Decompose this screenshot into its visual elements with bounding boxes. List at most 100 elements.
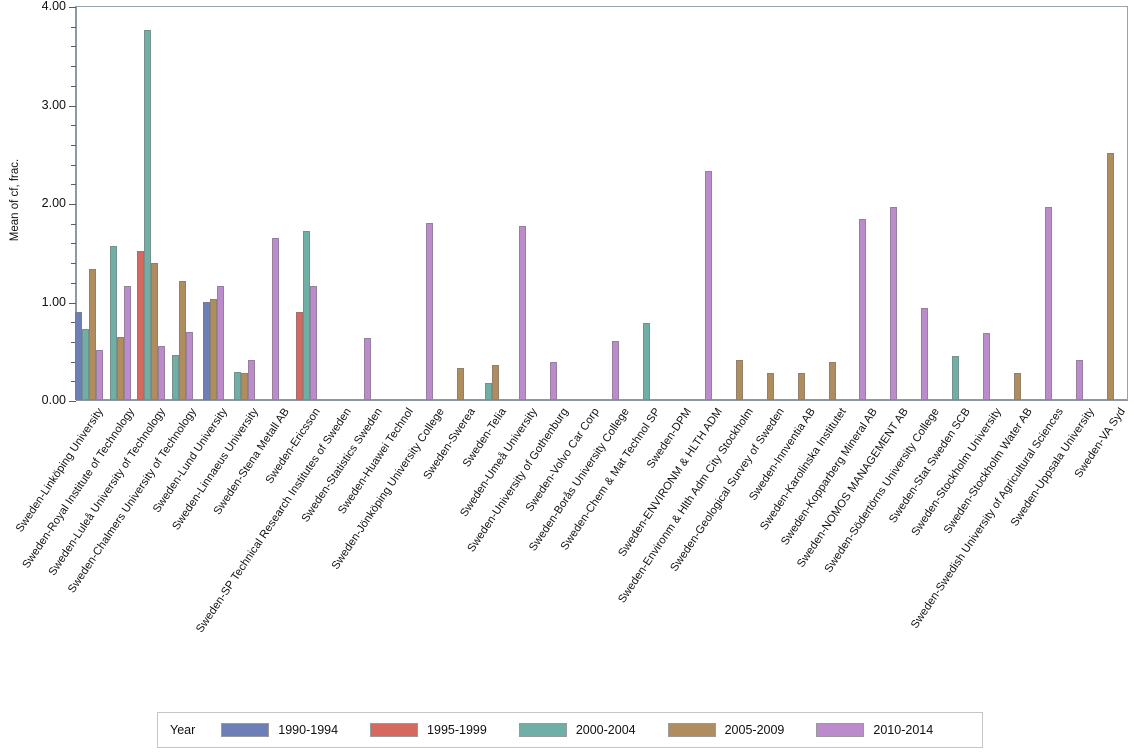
bar-group: [788, 7, 819, 400]
bar[interactable]: [178, 280, 186, 400]
legend-label: 1990-1994: [278, 723, 339, 737]
legend-swatch: [816, 723, 865, 737]
y-tick-mark: [71, 184, 76, 186]
bar[interactable]: [144, 29, 152, 400]
bar-group: [819, 7, 850, 400]
bar[interactable]: [82, 329, 90, 400]
bar[interactable]: [247, 359, 255, 400]
bar[interactable]: [704, 171, 712, 400]
bar[interactable]: [158, 345, 166, 400]
bar[interactable]: [295, 312, 303, 400]
legend-label: 2010-2014: [873, 723, 934, 737]
legend-items: 1990-1994 1995-1999 2000-2004 2005-2009 2010…: [221, 723, 965, 737]
bar[interactable]: [89, 269, 97, 400]
y-tick-mark: [71, 263, 76, 265]
bar[interactable]: [426, 222, 434, 400]
bar[interactable]: [921, 308, 929, 400]
bar[interactable]: [550, 361, 558, 400]
bar[interactable]: [611, 340, 619, 400]
bar[interactable]: [519, 225, 527, 400]
y-tick-label: 0.00: [41, 393, 66, 407]
bar[interactable]: [1014, 373, 1022, 400]
bar-group: [293, 7, 324, 400]
y-tick-mark: [71, 66, 76, 68]
bar[interactable]: [735, 359, 743, 400]
bar[interactable]: [240, 373, 248, 400]
bar[interactable]: [302, 230, 310, 400]
bar[interactable]: [151, 263, 159, 400]
bar-group: [726, 7, 757, 400]
bar[interactable]: [484, 383, 492, 400]
bar[interactable]: [642, 323, 650, 400]
y-axis-title-text: Mean of cf, frac.: [9, 158, 22, 242]
bar[interactable]: [185, 332, 193, 400]
bar-group: [973, 7, 1004, 400]
legend-item[interactable]: 1995-1999: [370, 723, 487, 737]
bar-group: [1004, 7, 1035, 400]
bar-group: [664, 7, 695, 400]
bar[interactable]: [96, 349, 104, 400]
bar[interactable]: [890, 206, 898, 400]
bar[interactable]: [1045, 206, 1053, 400]
bar-group: [633, 7, 664, 400]
bar-group: [262, 7, 293, 400]
plot-area: 0.00 1.00 2.00 3.00 4.00: [42, 0, 1128, 407]
bar-group: [942, 7, 973, 400]
bar[interactable]: [209, 298, 217, 400]
y-tick-mark: [71, 46, 76, 48]
bar[interactable]: [766, 373, 774, 400]
bar[interactable]: [859, 218, 867, 400]
bar[interactable]: [952, 355, 960, 400]
bar-group: [1066, 7, 1097, 400]
bar-group: [324, 7, 355, 400]
bar[interactable]: [797, 373, 805, 400]
y-tick-mark: [69, 7, 76, 8]
bar-group: [354, 7, 385, 400]
bar[interactable]: [983, 333, 991, 400]
bar-group: [416, 7, 447, 400]
bar[interactable]: [216, 285, 224, 400]
bar[interactable]: [171, 354, 179, 400]
y-tick-mark: [71, 85, 76, 87]
bar-group: [1035, 7, 1066, 400]
legend-swatch: [667, 723, 716, 737]
bar-group: [695, 7, 726, 400]
bar[interactable]: [123, 285, 131, 400]
y-tick-mark: [69, 204, 76, 205]
bar[interactable]: [75, 312, 83, 400]
x-axis-tick-labels: Sweden-Linköping University Sweden-Royal …: [0, 400, 1134, 700]
y-tick-mark: [71, 164, 76, 166]
bar[interactable]: [364, 337, 372, 400]
bar[interactable]: [1107, 152, 1115, 400]
y-tick-mark: [69, 302, 76, 304]
bar-group: [757, 7, 788, 400]
bar[interactable]: [828, 361, 836, 400]
y-tick-mark: [69, 401, 76, 402]
x-tick-label: Sweden-Södertörns University College: [822, 406, 942, 575]
bar-group: [1097, 7, 1128, 400]
bar-group: [911, 7, 942, 400]
bar[interactable]: [109, 246, 117, 400]
bar[interactable]: [491, 364, 499, 400]
bar[interactable]: [457, 368, 465, 400]
legend-item[interactable]: 1990-1994: [221, 723, 338, 737]
bar[interactable]: [137, 251, 145, 400]
bar-group: [107, 7, 138, 400]
legend-label: 1995-1999: [427, 723, 487, 737]
legend-item[interactable]: 2005-2009: [667, 723, 784, 737]
y-axis-line: [75, 6, 77, 400]
legend-swatch: [221, 723, 270, 737]
bar[interactable]: [1076, 359, 1084, 400]
bar[interactable]: [116, 336, 124, 400]
bar-group: [447, 7, 478, 400]
bar[interactable]: [202, 301, 210, 400]
y-tick-mark: [71, 282, 76, 284]
y-tick-mark: [71, 144, 76, 146]
bar[interactable]: [271, 238, 279, 400]
bar-group: [478, 7, 509, 400]
legend-item[interactable]: 2000-2004: [518, 723, 636, 737]
legend-item[interactable]: 2010-2014: [816, 723, 933, 737]
bar[interactable]: [309, 285, 317, 400]
bar[interactable]: [233, 372, 241, 400]
